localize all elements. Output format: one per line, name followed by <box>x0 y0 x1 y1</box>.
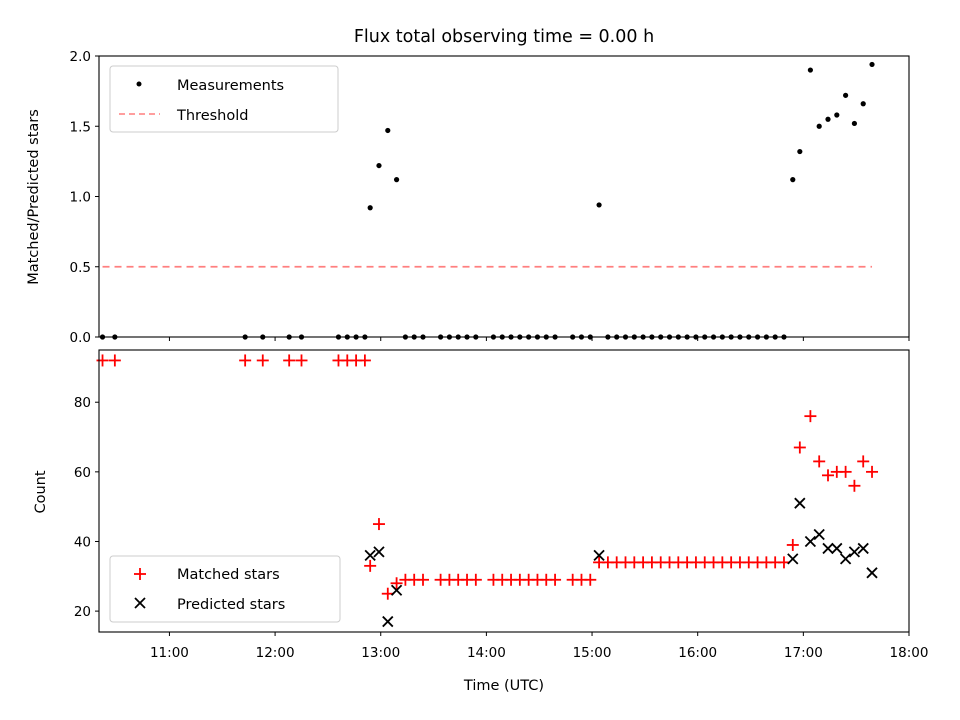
predicted-star-point <box>822 542 834 555</box>
ratio-y-tick-label: 1.5 <box>70 119 91 135</box>
measurement-point <box>825 116 831 122</box>
matched-star-point <box>822 469 834 482</box>
measurement-point <box>834 112 840 118</box>
measurement-point <box>816 123 822 129</box>
legend-label-threshold: Threshold <box>176 108 248 124</box>
ratio-y-axis-label: Matched/Predicted stars <box>26 109 42 285</box>
measurement-point <box>807 67 813 73</box>
measurement-legend-dot <box>136 81 142 87</box>
measurement-point <box>797 148 803 155</box>
measurement-point <box>385 127 391 134</box>
x-tick-label: 11:00 <box>150 645 189 661</box>
predicted-star-point <box>787 553 799 565</box>
count-y-tick-label: 60 <box>74 465 91 481</box>
matched-star-point <box>283 354 296 367</box>
matched-legend-marker <box>134 568 146 580</box>
measurement-point <box>393 177 400 183</box>
matched-star-point <box>239 354 252 367</box>
predicted-star-point <box>390 584 403 596</box>
matched-star-point <box>777 556 790 569</box>
count-y-tick-label: 20 <box>74 604 91 620</box>
ratio-y-tick-label: 1.0 <box>70 190 91 206</box>
measurement-point <box>790 177 796 183</box>
matched-star-point <box>866 465 879 478</box>
count-y-tick-label: 40 <box>74 534 91 550</box>
legend-label-predicted: Predicted stars <box>177 597 285 613</box>
predicted-star-point <box>839 553 852 565</box>
matched-star-point <box>256 354 269 367</box>
measurement-point <box>596 202 602 208</box>
predicted-legend-marker <box>134 597 146 609</box>
ratio-y-tick-label: 0.5 <box>70 260 91 276</box>
matched-star-point <box>848 479 861 492</box>
matched-star-point <box>813 455 826 468</box>
measurement-point <box>843 92 849 98</box>
count-legend-box <box>109 555 341 623</box>
matched-star-point <box>549 573 562 586</box>
matched-star-point <box>358 354 371 367</box>
matched-star-point <box>295 354 308 367</box>
matched-star-point <box>417 573 429 586</box>
predicted-star-point <box>866 567 878 579</box>
predicted-star-point <box>593 549 605 562</box>
matched-star-point <box>96 354 109 367</box>
matched-star-point <box>839 465 852 478</box>
matched-star-point <box>857 455 870 468</box>
matched-star-point <box>793 441 806 454</box>
ratio-plot-frame <box>98 55 910 338</box>
matched-star-point <box>108 354 121 367</box>
x-tick-label: 17:00 <box>784 645 823 661</box>
predicted-star-point <box>804 535 817 548</box>
x-tick-label: 15:00 <box>573 645 612 661</box>
ratio-axis-ticks: 0.0 0.5 1.0 1.5 2.0 <box>70 49 910 346</box>
x-tick-label: 16:00 <box>678 645 717 661</box>
predicted-star-point <box>373 546 385 558</box>
ratio-y-tick-label: 0.0 <box>70 330 91 346</box>
x-tick-label: 13:00 <box>361 645 400 661</box>
matched-star-point <box>390 577 403 590</box>
measurement-point <box>869 61 875 68</box>
predicted-star-point <box>813 528 825 541</box>
legend-label-measurements: Measurements <box>177 78 284 94</box>
measurement-point <box>860 101 866 107</box>
chart-title: Flux total observing time = 0.00 h <box>354 27 654 47</box>
matched-star-point <box>381 587 394 600</box>
measurement-point <box>376 162 382 169</box>
measurement-point <box>851 120 858 127</box>
count-panel: Count Time (UTC) 20 40 60 80 11:00 12:00 13:00… <box>33 349 929 694</box>
count-y-axis-label: Count <box>33 470 49 513</box>
matched-star-point <box>364 559 377 572</box>
x-tick-label: 18:00 <box>890 645 929 661</box>
count-legend: Matched stars Predicted stars <box>109 555 341 623</box>
predicted-star-point <box>831 542 843 555</box>
x-tick-label: 14:00 <box>467 645 506 661</box>
count-y-tick-label: 80 <box>74 395 91 411</box>
matched-star-point <box>584 573 597 586</box>
predicted-star-point <box>857 542 869 555</box>
matched-star-point <box>469 573 482 586</box>
matched-star-point <box>786 538 799 551</box>
predicted-star-point <box>364 549 376 562</box>
count-axis-ticks: 20 40 60 80 11:00 12:00 13:00 14:00 15:00 16:00 17… <box>74 395 929 661</box>
ratio-plot-marks <box>99 61 875 340</box>
count-plot-frame <box>98 349 910 633</box>
matched-star-point <box>372 518 385 531</box>
count-plot-marks <box>96 354 879 628</box>
predicted-star-point <box>848 546 861 558</box>
legend-label-matched: Matched stars <box>177 567 280 583</box>
ratio-panel: Flux total observing time = 0.00 h Match… <box>26 27 910 346</box>
matched-star-point <box>804 410 817 423</box>
ratio-legend: Measurements Threshold <box>109 65 339 133</box>
predicted-star-point <box>794 497 806 509</box>
ratio-y-tick-label: 2.0 <box>70 49 91 65</box>
measurement-point <box>367 205 373 211</box>
x-axis-label: Time (UTC) <box>463 678 544 694</box>
x-tick-label: 12:00 <box>256 645 295 661</box>
predicted-star-point <box>382 615 394 628</box>
ratio-legend-box <box>109 65 339 133</box>
